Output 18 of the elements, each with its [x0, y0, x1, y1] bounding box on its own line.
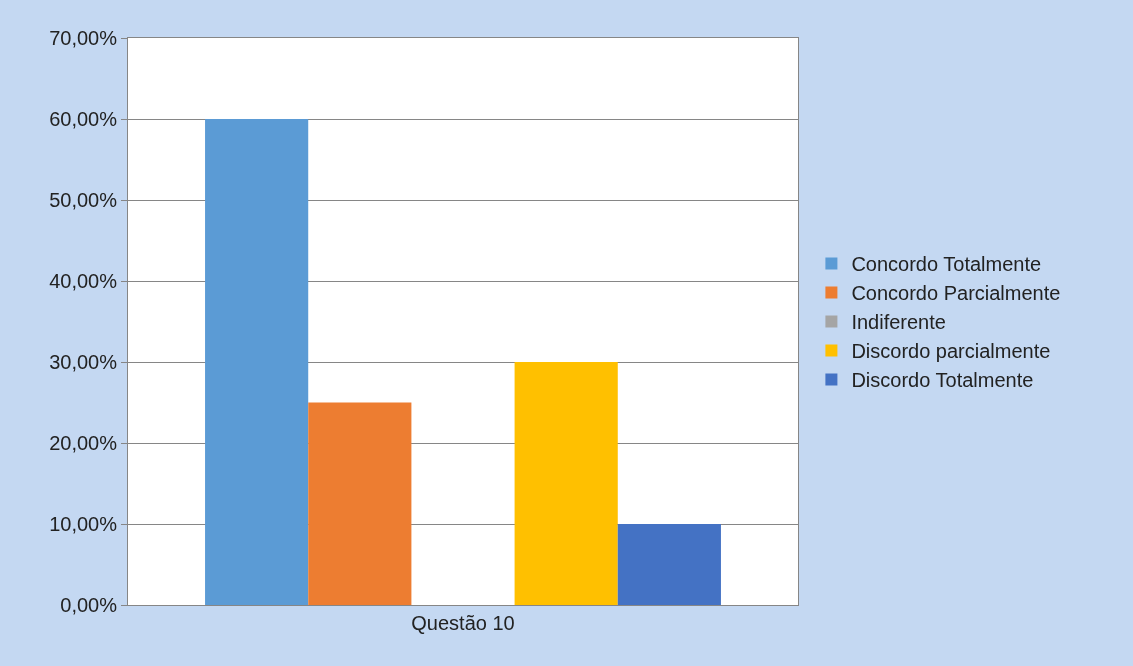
x-tick-label: Questão 10 [411, 612, 515, 634]
y-tick-label: 20,00% [49, 432, 118, 454]
bar [617, 524, 721, 605]
bar [308, 402, 412, 605]
y-tick-label: 70,00% [49, 27, 118, 49]
y-tick-label: 10,00% [49, 513, 118, 535]
y-tick-label: 40,00% [49, 270, 118, 292]
bar [514, 362, 618, 605]
legend-label: Concordo Totalmente [851, 253, 1042, 276]
y-tick-label: 30,00% [49, 351, 118, 373]
legend-label: Discordo parcialmente [851, 340, 1051, 363]
legend-label: Discordo Totalmente [851, 369, 1034, 392]
legend-label: Indiferente [851, 311, 946, 334]
y-tick-label: 0,00% [60, 594, 118, 616]
legend-label: Concordo Parcialmente [851, 282, 1061, 305]
y-tick-label: 50,00% [49, 189, 118, 211]
y-tick-label: 60,00% [49, 108, 118, 130]
bar [205, 119, 309, 605]
